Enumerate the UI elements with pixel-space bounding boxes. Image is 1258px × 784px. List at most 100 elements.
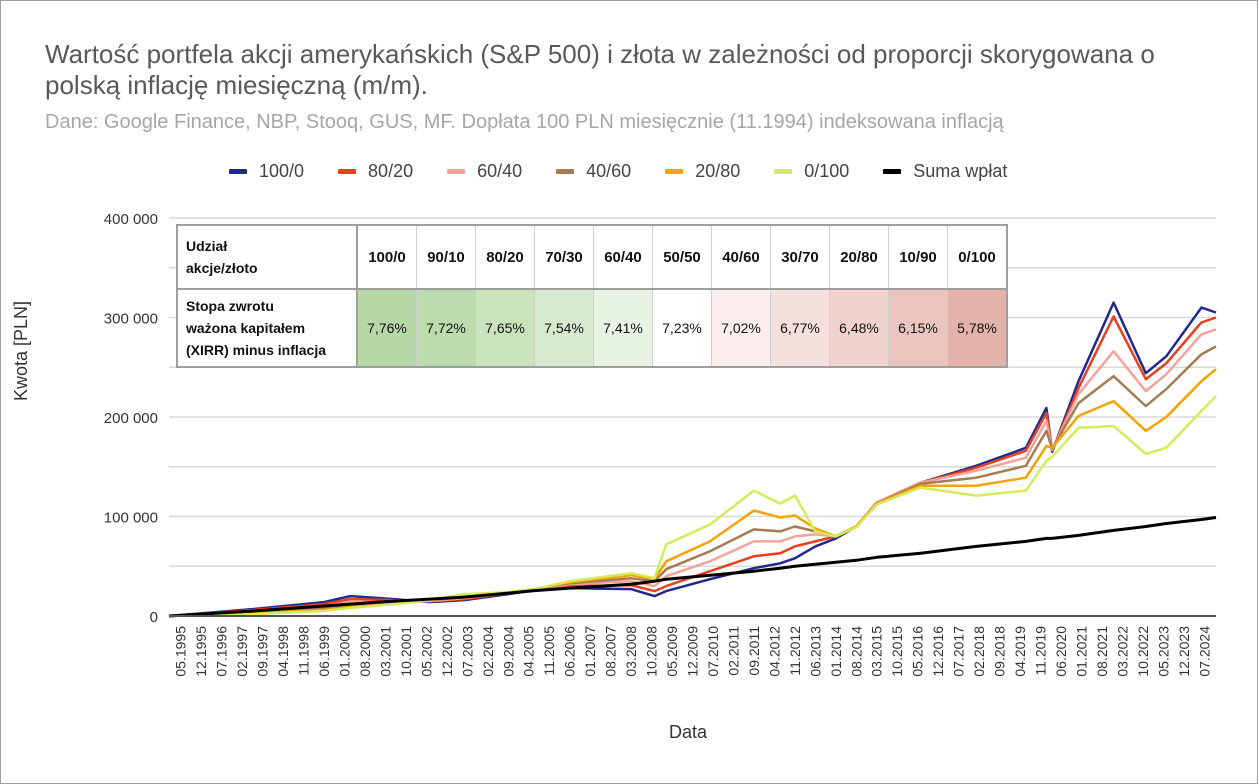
table-cell-value: 6,15% <box>888 288 948 368</box>
table-cell-value: 7,65% <box>475 288 535 368</box>
legend-item: 0/100 <box>774 161 849 182</box>
chart-title: Wartość portfela akcji amerykańskich (S&… <box>45 39 1155 100</box>
table-cell-value: 7,23% <box>652 288 712 368</box>
x-tick-label: 11.2019 <box>1033 626 1049 676</box>
x-tick-label: 12.2023 <box>1176 626 1192 677</box>
table-column-header: 70/30 <box>534 224 594 290</box>
x-tick-label: 05.2002 <box>418 626 434 677</box>
x-tick-label: 04.2019 <box>1012 626 1028 677</box>
table-column-header: 100/0 <box>356 224 417 290</box>
table-column-header: 40/60 <box>711 224 771 290</box>
table-header-row: Udział akcje/złoto 100/0 90/10 80/20 70/30 60… <box>176 224 1008 290</box>
x-tick-label: 07.2024 <box>1196 626 1212 677</box>
legend-label: 100/0 <box>259 161 305 181</box>
table-cell-value: 7,76% <box>356 288 417 368</box>
legend-label: 80/20 <box>368 161 414 181</box>
x-tick-label: 11.1998 <box>296 626 312 676</box>
x-tick-label: 11.2012 <box>787 626 803 676</box>
table-column-header: 10/90 <box>888 224 948 290</box>
x-tick-label: 09.2011 <box>746 626 762 676</box>
x-tick-label: 12.1995 <box>193 626 209 677</box>
x-tick-label: 05.2009 <box>664 626 680 677</box>
x-tick-label: 09.2004 <box>500 626 516 677</box>
table-cell-value: 6,77% <box>770 288 830 368</box>
table-column-header: 60/40 <box>593 224 653 290</box>
legend-label: 60/40 <box>477 161 523 181</box>
table-cell-value: 7,72% <box>416 288 476 368</box>
legend-item: 40/60 <box>556 161 631 182</box>
table-column-header: 20/80 <box>829 224 889 290</box>
table-column-header: 0/100 <box>947 224 1008 290</box>
series-line-suma-wp-at <box>168 516 1217 618</box>
x-tick-label: 10.2001 <box>398 626 414 677</box>
table-row-label: Stopa zwrotu ważona kapitałem (XIRR) minus… <box>176 288 358 368</box>
legend-swatch <box>229 169 247 174</box>
table-cell-value: 5,78% <box>947 288 1008 368</box>
legend-item: Suma wpłat <box>883 161 1007 182</box>
x-tick-label: 01.2000 <box>336 626 352 677</box>
x-tick-label: 03.2022 <box>1114 626 1130 677</box>
x-tick-label: 03.2008 <box>623 626 639 677</box>
x-tick-label: 01.2007 <box>582 626 598 677</box>
x-tick-label: 07.1996 <box>214 626 230 677</box>
legend-item: 60/40 <box>447 161 522 182</box>
x-tick-label: 06.2006 <box>562 626 578 677</box>
legend-item: 20/80 <box>665 161 740 182</box>
legend-swatch <box>665 169 684 174</box>
table-column-header: 30/70 <box>770 224 830 290</box>
x-axis-label: Data <box>669 722 708 742</box>
x-tick-label: 08.2021 <box>1094 626 1110 677</box>
x-tick-label: 01.2021 <box>1073 626 1089 677</box>
x-tick-label: 05.1995 <box>173 626 189 677</box>
legend-swatch <box>447 169 466 174</box>
y-tick-label: 200 000 <box>104 410 158 427</box>
legend: 100/0 80/20 60/40 40/60 20/80 0/100 Suma wpłat <box>229 161 1041 182</box>
x-tick-label: 04.1998 <box>275 626 291 677</box>
x-tick-label: 02.1997 <box>234 626 250 677</box>
y-tick-label: 300 000 <box>104 311 158 328</box>
table-column-header: 50/50 <box>652 224 712 290</box>
x-tick-label: 02.2004 <box>480 626 496 677</box>
x-tick-label: 08.2007 <box>603 626 619 677</box>
x-tick-label: 06.2020 <box>1053 626 1069 677</box>
x-tick-label: 10.2015 <box>889 626 905 677</box>
table-cell-value: 7,41% <box>593 288 653 368</box>
table-cell-value: 6,48% <box>829 288 889 368</box>
x-tick-label: 10.2008 <box>644 626 660 677</box>
table-cell-value: 7,54% <box>534 288 594 368</box>
legend-swatch <box>556 169 575 174</box>
table-cell-value: 7,02% <box>711 288 771 368</box>
x-tick-label: 02.2018 <box>971 626 987 677</box>
y-tick-label: 400 000 <box>104 211 158 228</box>
xirr-table: Udział akcje/złoto 100/0 90/10 80/20 70/30 60… <box>176 224 1008 368</box>
x-tick-label: 07.2003 <box>459 626 475 677</box>
x-tick-label: 02.2011 <box>725 626 741 676</box>
x-tick-label: 03.2001 <box>377 626 393 677</box>
x-tick-label: 06.1999 <box>316 626 332 677</box>
table-column-header: 80/20 <box>475 224 535 290</box>
y-tick-label: 0 <box>150 609 158 626</box>
x-tick-label: 06.2013 <box>807 626 823 677</box>
table-column-header: 90/10 <box>416 224 476 290</box>
x-tick-label: 09.1997 <box>255 626 271 677</box>
chart-subtitle: Dane: Google Finance, NBP, Stooq, GUS, M… <box>45 111 1004 133</box>
y-tick-label: 100 000 <box>104 510 158 527</box>
x-tick-label: 04.2012 <box>766 626 782 677</box>
series-line-20-80 <box>168 368 1217 618</box>
x-tick-label: 10.2022 <box>1135 626 1151 677</box>
x-tick-label: 12.2009 <box>685 626 701 677</box>
x-tick-label: 09.2018 <box>992 626 1008 677</box>
x-tick-label: 07.2017 <box>951 626 967 677</box>
x-tick-label: 08.2000 <box>357 626 373 677</box>
legend-swatch <box>774 169 793 174</box>
x-tick-label: 12.2002 <box>439 626 455 677</box>
y-axis-label: Kwota [PLN] <box>11 300 31 401</box>
x-tick-label: 03.2015 <box>869 626 885 677</box>
x-tick-label: 04.2005 <box>521 626 537 677</box>
legend-label: Suma wpłat <box>913 161 1008 181</box>
x-tick-label: 05.2023 <box>1155 626 1171 677</box>
table-value-row: Stopa zwrotu ważona kapitałem (XIRR) minus… <box>176 288 1008 368</box>
series-line-60-40 <box>168 328 1217 618</box>
x-tick-label: 07.2010 <box>705 626 721 677</box>
